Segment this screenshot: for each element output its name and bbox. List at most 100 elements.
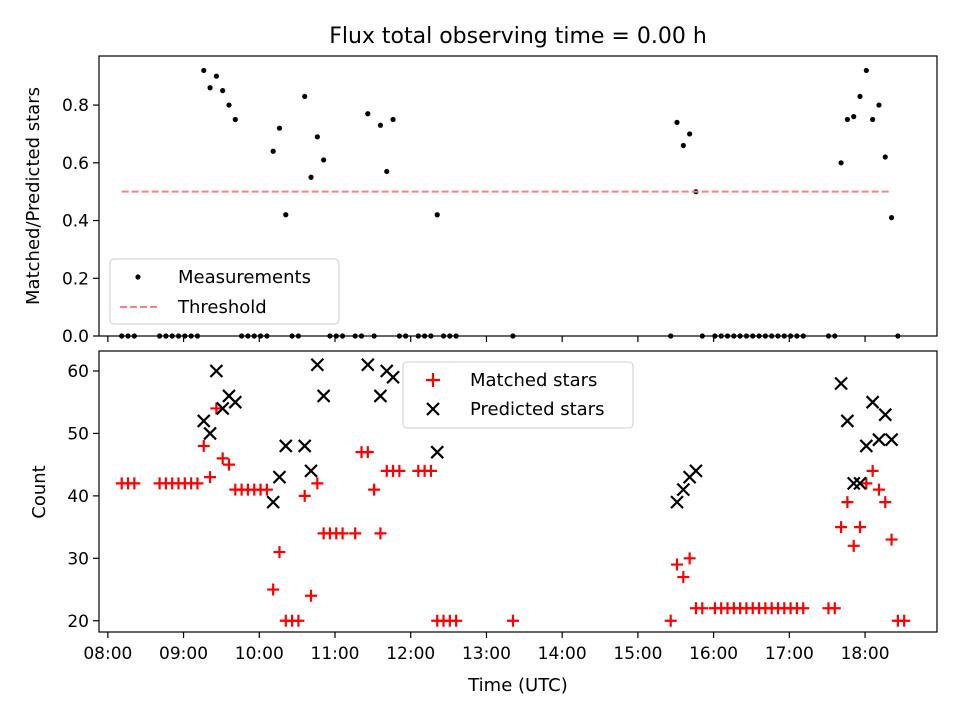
measurement-point [838, 160, 844, 166]
x-axis-label: Time (UTC) [467, 675, 568, 696]
y-tick-label: 20 [67, 612, 89, 632]
predicted-point [853, 476, 867, 491]
matched-point [210, 402, 223, 415]
matched-point [854, 521, 867, 534]
measurement-point [302, 93, 308, 100]
matched-point [885, 533, 898, 546]
measurement-point [308, 174, 314, 180]
matched-point [374, 527, 387, 540]
predicted-point [689, 464, 703, 478]
ratio-legend: Measurements Threshold [109, 258, 340, 325]
ratio-plot-area [119, 67, 901, 339]
x-tick-label: 10:00 [235, 644, 284, 664]
x-tick-label: 09:00 [159, 644, 208, 664]
measurement-point [377, 122, 384, 128]
measurement-point [283, 212, 289, 218]
measurement-point [882, 154, 888, 160]
y-tick-label: 50 [67, 424, 89, 444]
count-legend: Matched stars Predicted stars [402, 361, 634, 429]
matched-point [866, 464, 879, 477]
y-tick-label: 40 [67, 487, 89, 507]
matched-point [260, 483, 273, 496]
measurement-point [844, 116, 850, 123]
x-tick-label: 13:00 [462, 644, 511, 664]
matched-legend-marker [426, 373, 440, 387]
matched-point [450, 614, 463, 627]
x-tick-label: 12:00 [386, 644, 435, 664]
x-tick-label: 11:00 [311, 644, 360, 664]
predicted-point [676, 482, 691, 497]
measurement-point [276, 125, 283, 131]
predicted-point [196, 414, 211, 428]
matched-point [424, 464, 437, 477]
measurement-point [207, 85, 213, 91]
y-tick-label: 0.8 [62, 96, 89, 116]
predicted-legend-marker [426, 402, 440, 416]
matched-point [273, 546, 286, 559]
predicted-point [279, 439, 293, 453]
predicted-point [316, 389, 331, 403]
threshold-legend-label: Threshold [177, 297, 267, 318]
matched-point [298, 489, 311, 502]
predicted-point [846, 476, 861, 491]
predicted-point [670, 495, 684, 509]
predicted-point [310, 357, 325, 372]
measurement-point [888, 215, 895, 221]
measurement-point [390, 116, 396, 123]
matched-point [349, 527, 362, 540]
y-tick-label: 0.2 [62, 269, 89, 289]
predicted-point [878, 407, 893, 422]
ratio-y-axis-label: Matched/Predicted stars [23, 87, 44, 305]
matched-point [872, 483, 885, 496]
measurement-point [384, 168, 390, 175]
y-tick-label: 0.4 [62, 212, 89, 232]
predicted-point [361, 357, 375, 372]
measurement-point [687, 131, 693, 137]
chart-title: Flux total observing time = 0.00 h [329, 24, 707, 49]
x-tick-label: 16:00 [689, 644, 738, 664]
ratio-panel: 0.00.20.40.60.8 Matched/Predicted stars … [23, 55, 938, 347]
predicted-point [884, 432, 899, 447]
measurement-point [870, 116, 876, 123]
matched-point [898, 614, 911, 627]
predicted-legend-label: Predicted stars [470, 399, 604, 420]
matched-point [506, 614, 519, 627]
measurement-point [321, 157, 327, 163]
matched-point [797, 602, 810, 615]
count-panel: 20 30 40 50 60 08:00 09:00 10:00 11:00 12:00 13:00… [29, 350, 938, 696]
predicted-point [373, 389, 388, 403]
measurement-point [270, 148, 276, 154]
predicted-point [203, 426, 217, 441]
matched-point [336, 527, 349, 540]
predicted-point [297, 439, 312, 453]
predicted-point [859, 439, 874, 453]
matched-point [216, 452, 229, 465]
predicted-point [865, 395, 880, 409]
matched-point [683, 552, 696, 565]
matched-point [835, 521, 848, 534]
measurement-point [674, 119, 680, 125]
predicted-point [430, 445, 445, 459]
matched-point [677, 571, 690, 584]
matched-point [311, 477, 324, 490]
predicted-point [228, 395, 243, 409]
predicted-point [840, 414, 855, 428]
measurement-point [365, 111, 371, 117]
measurement-point [680, 142, 686, 149]
count-plot-area [115, 357, 911, 627]
matched-point [197, 439, 210, 452]
measurement-point [857, 93, 863, 100]
matched-point [828, 602, 841, 615]
matched-point [305, 589, 318, 602]
y-tick-label: 30 [67, 549, 89, 569]
matched-point [696, 602, 709, 615]
matched-point [267, 583, 280, 596]
predicted-point [215, 401, 230, 416]
measurement-point [213, 73, 219, 79]
y-tick-label: 0.6 [62, 154, 89, 174]
measurement-point [434, 212, 440, 218]
measurement-point [232, 116, 238, 123]
matched-point [222, 458, 235, 471]
count-legend-box [402, 361, 634, 429]
matched-point [191, 477, 204, 490]
